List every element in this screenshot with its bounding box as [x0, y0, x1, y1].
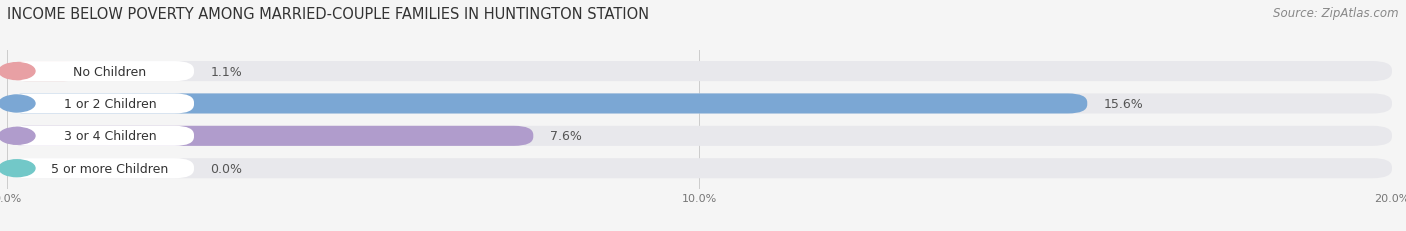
Text: 15.6%: 15.6%: [1104, 97, 1143, 110]
FancyBboxPatch shape: [7, 62, 194, 82]
Text: 7.6%: 7.6%: [550, 130, 582, 143]
FancyBboxPatch shape: [7, 126, 533, 146]
Circle shape: [0, 63, 35, 80]
FancyBboxPatch shape: [7, 158, 194, 179]
Circle shape: [0, 96, 35, 112]
Text: 1.1%: 1.1%: [211, 65, 242, 78]
FancyBboxPatch shape: [7, 94, 1087, 114]
Text: 5 or more Children: 5 or more Children: [51, 162, 169, 175]
FancyBboxPatch shape: [7, 158, 1392, 179]
Text: No Children: No Children: [73, 65, 146, 78]
Text: 3 or 4 Children: 3 or 4 Children: [63, 130, 156, 143]
FancyBboxPatch shape: [7, 126, 194, 146]
FancyBboxPatch shape: [7, 62, 83, 82]
Text: 0.0%: 0.0%: [211, 162, 243, 175]
Circle shape: [0, 160, 35, 177]
FancyBboxPatch shape: [7, 94, 194, 114]
FancyBboxPatch shape: [7, 126, 1392, 146]
Circle shape: [0, 128, 35, 145]
FancyBboxPatch shape: [7, 94, 1392, 114]
Text: INCOME BELOW POVERTY AMONG MARRIED-COUPLE FAMILIES IN HUNTINGTON STATION: INCOME BELOW POVERTY AMONG MARRIED-COUPL…: [7, 7, 650, 22]
Text: Source: ZipAtlas.com: Source: ZipAtlas.com: [1274, 7, 1399, 20]
Text: 1 or 2 Children: 1 or 2 Children: [63, 97, 156, 110]
FancyBboxPatch shape: [7, 62, 1392, 82]
